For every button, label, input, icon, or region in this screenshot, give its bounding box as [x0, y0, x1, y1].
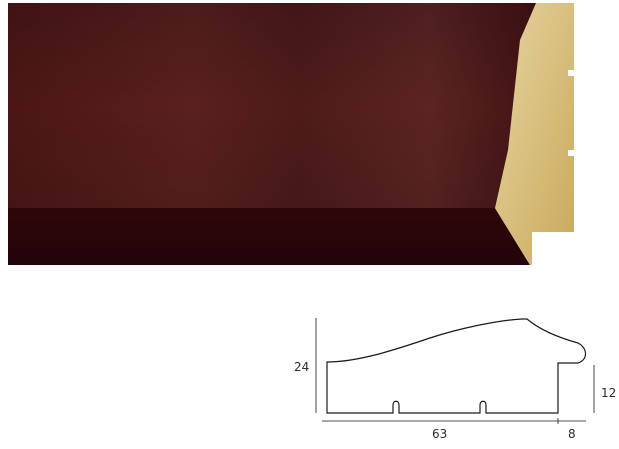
profile-drawing [316, 318, 594, 424]
profile-outline [327, 319, 586, 413]
moulding-notch-bottom [568, 150, 574, 156]
width-dimension-label: 63 [432, 427, 447, 441]
moulding-face-shade [8, 3, 536, 208]
rebate-height-dimension-label: 12 [601, 386, 616, 400]
moulding-photo [8, 3, 574, 265]
moulding-lip [8, 208, 530, 265]
rebate-width-dimension-label: 8 [568, 427, 576, 441]
height-dimension-label: 24 [294, 360, 309, 374]
moulding-notch-top [568, 70, 574, 76]
